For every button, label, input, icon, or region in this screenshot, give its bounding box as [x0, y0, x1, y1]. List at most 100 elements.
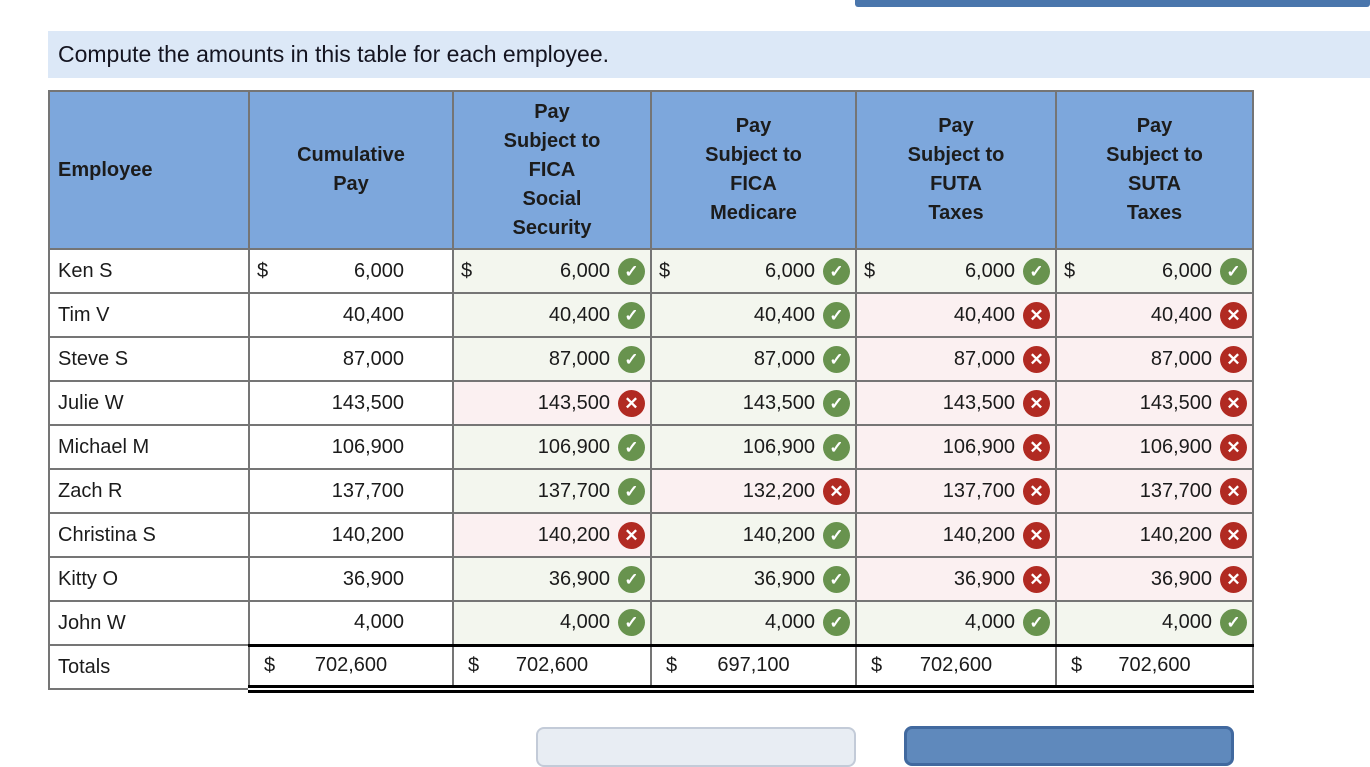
answer-cell-suta[interactable]: 106,900 ✕	[1055, 424, 1254, 470]
totals-value: 702,600	[314, 654, 388, 677]
employee-name: Julie W	[48, 380, 250, 426]
dollar-sign: $	[1071, 654, 1083, 677]
answer-value: 137,700	[537, 479, 610, 502]
x-icon: ✕	[1220, 521, 1247, 549]
answer-cell-suta[interactable]: $6,000 ✓	[1055, 248, 1254, 294]
answer-cell-fica-medicare[interactable]: 40,400 ✓	[650, 292, 857, 338]
answer-cell-fica-ss[interactable]: 87,000 ✓	[452, 336, 652, 382]
answer-cell-futa[interactable]: 87,000 ✕	[855, 336, 1057, 382]
answer-cell-fica-medicare[interactable]: 106,900 ✓	[650, 424, 857, 470]
check-icon: ✓	[618, 609, 645, 637]
cumulative-pay-cell: 4,000	[248, 600, 454, 646]
dollar-sign: $	[264, 654, 276, 677]
answer-cell-futa[interactable]: 106,900 ✕	[855, 424, 1057, 470]
dollar-sign: $	[468, 654, 480, 677]
answer-value: 87,000	[953, 347, 1015, 370]
cumulative-pay-value: 137,700	[331, 479, 404, 502]
answer-cell-futa[interactable]: 143,500 ✕	[855, 380, 1057, 426]
check-icon: ✓	[1023, 257, 1050, 285]
check-icon: ✓	[823, 257, 850, 285]
x-icon: ✕	[1023, 389, 1050, 417]
cumulative-pay-value: 140,200	[331, 523, 404, 546]
answer-value: 143,500	[537, 391, 610, 414]
cumulative-pay-cell: 36,900	[248, 556, 454, 602]
dollar-sign: $	[659, 259, 671, 282]
answer-cell-suta[interactable]: 4,000 ✓	[1055, 600, 1254, 646]
answer-cell-fica-medicare[interactable]: 132,200 ✕	[650, 468, 857, 514]
dollar-sign: $	[1064, 259, 1076, 282]
check-icon: ✓	[823, 345, 850, 373]
answer-cell-fica-medicare[interactable]: 36,900 ✓	[650, 556, 857, 602]
answer-cell-fica-medicare[interactable]: $6,000 ✓	[650, 248, 857, 294]
answer-value: 40,400	[753, 303, 815, 326]
answer-cell-futa[interactable]: 4,000 ✓	[855, 600, 1057, 646]
answer-cell-futa[interactable]: 36,900 ✕	[855, 556, 1057, 602]
instruction-banner: Compute the amounts in this table for ea…	[48, 31, 1370, 78]
answer-value: 106,900	[942, 435, 1015, 458]
employee-name: John W	[48, 600, 250, 646]
secondary-button-cutoff[interactable]	[536, 727, 856, 767]
table-row: Christina S 140,200 140,200 ✕ 140,200 ✓ 140,20…	[48, 512, 1254, 558]
totals-row: Totals $ 702,600 $ 702,600 $ 697,100 $ 7…	[48, 643, 1254, 693]
answer-value: 87,000	[1150, 347, 1212, 370]
answer-value: 40,400	[953, 303, 1015, 326]
x-icon: ✕	[618, 521, 645, 549]
totals-value: 697,100	[717, 654, 790, 677]
answer-cell-futa[interactable]: 140,200 ✕	[855, 512, 1057, 558]
answer-cell-fica-ss[interactable]: 137,700 ✓	[452, 468, 652, 514]
x-icon: ✕	[1220, 433, 1247, 461]
cumulative-pay-cell: $6,000	[248, 248, 454, 294]
answer-cell-futa[interactable]: $6,000 ✓	[855, 248, 1057, 294]
answer-cell-fica-medicare[interactable]: 143,500 ✓	[650, 380, 857, 426]
x-icon: ✕	[1220, 565, 1247, 593]
answer-value: 4,000	[1161, 611, 1212, 634]
answer-cell-fica-ss[interactable]: 4,000 ✓	[452, 600, 652, 646]
answer-cell-suta[interactable]: 87,000 ✕	[1055, 336, 1254, 382]
header-fica-medicare: Pay Subject to FICA Medicare	[650, 90, 857, 250]
answer-cell-fica-ss[interactable]: $6,000 ✓	[452, 248, 652, 294]
answer-cell-fica-ss[interactable]: 106,900 ✓	[452, 424, 652, 470]
employee-name: Ken S	[48, 248, 250, 294]
totals-value: 702,600	[919, 654, 993, 677]
answer-cell-fica-ss[interactable]: 36,900 ✓	[452, 556, 652, 602]
answer-value: 4,000	[964, 611, 1015, 634]
answer-cell-suta[interactable]: 40,400 ✕	[1055, 292, 1254, 338]
answer-cell-fica-medicare[interactable]: 87,000 ✓	[650, 336, 857, 382]
header-cumulative-pay: Cumulative Pay	[248, 90, 454, 250]
check-icon: ✓	[618, 565, 645, 593]
cumulative-pay-cell: 140,200	[248, 512, 454, 558]
check-icon: ✓	[823, 301, 850, 329]
table-row: Ken S $6,000 $6,000 ✓ $6,000 ✓ $6,000 ✓ $6,000 ✓	[48, 248, 1254, 294]
dollar-sign: $	[864, 259, 876, 282]
answer-cell-suta[interactable]: 137,700 ✕	[1055, 468, 1254, 514]
cumulative-pay-value: 106,900	[331, 435, 404, 458]
header-suta-taxes: Pay Subject to SUTA Taxes	[1055, 90, 1254, 250]
answer-cell-fica-ss[interactable]: 140,200 ✕	[452, 512, 652, 558]
answer-cell-fica-ss[interactable]: 40,400 ✓	[452, 292, 652, 338]
answer-value: 36,900	[548, 567, 610, 590]
check-icon: ✓	[823, 565, 850, 593]
primary-button-cutoff[interactable]	[904, 726, 1234, 766]
answer-value: 6,000	[559, 259, 610, 282]
totals-cumulative-cell: $ 702,600	[248, 643, 454, 693]
x-icon: ✕	[618, 389, 645, 417]
answer-value: 106,900	[742, 435, 815, 458]
answer-cell-fica-medicare[interactable]: 4,000 ✓	[650, 600, 857, 646]
answer-value: 137,700	[942, 479, 1015, 502]
check-icon: ✓	[618, 433, 645, 461]
answer-cell-suta[interactable]: 140,200 ✕	[1055, 512, 1254, 558]
answer-value: 36,900	[1150, 567, 1212, 590]
answer-cell-suta[interactable]: 143,500 ✕	[1055, 380, 1254, 426]
answer-cell-fica-medicare[interactable]: 140,200 ✓	[650, 512, 857, 558]
answer-cell-futa[interactable]: 137,700 ✕	[855, 468, 1057, 514]
x-icon: ✕	[1220, 301, 1247, 329]
answer-value: 143,500	[1139, 391, 1212, 414]
cumulative-pay-value: 36,900	[342, 567, 404, 590]
table-row: Steve S 87,000 87,000 ✓ 87,000 ✓ 87,000 ✕ 87,000…	[48, 336, 1254, 382]
x-icon: ✕	[823, 477, 850, 505]
instruction-text: Compute the amounts in this table for ea…	[58, 41, 610, 67]
answer-cell-fica-ss[interactable]: 143,500 ✕	[452, 380, 652, 426]
answer-cell-suta[interactable]: 36,900 ✕	[1055, 556, 1254, 602]
answer-cell-futa[interactable]: 40,400 ✕	[855, 292, 1057, 338]
cumulative-pay-value: 87,000	[342, 347, 404, 370]
